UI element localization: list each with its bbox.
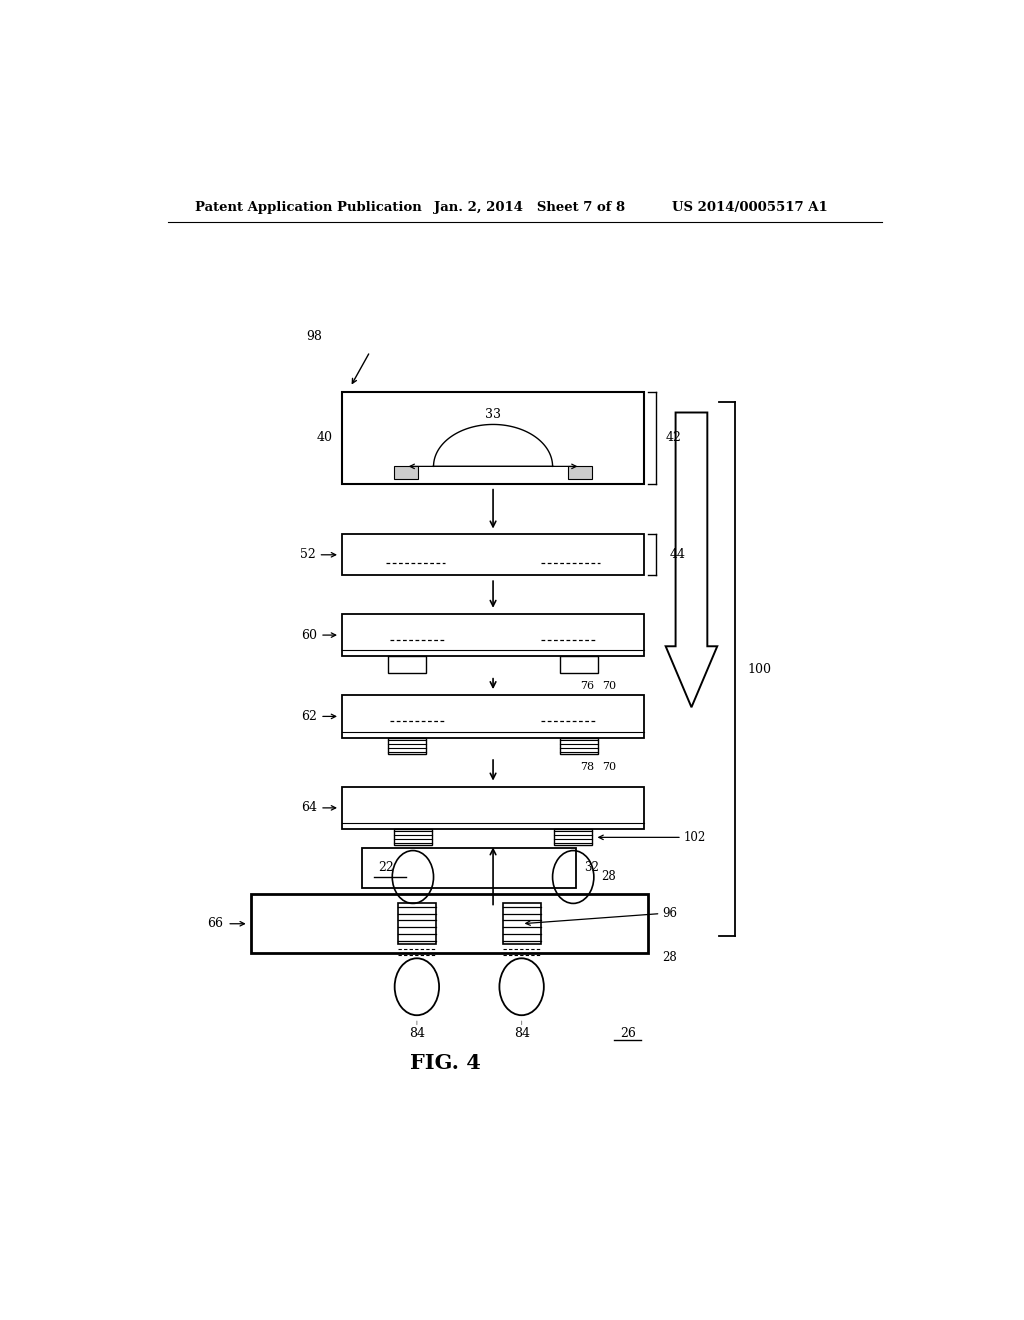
Text: 33: 33 (485, 408, 501, 421)
Bar (503, 903, 541, 944)
Text: 76: 76 (580, 681, 594, 690)
Bar (568, 466, 592, 479)
Bar (388, 738, 426, 754)
Text: 28: 28 (601, 870, 615, 883)
Text: 84: 84 (409, 1027, 425, 1040)
Bar (560, 738, 598, 754)
FancyArrow shape (666, 412, 717, 708)
Bar (342, 787, 644, 829)
Text: 42: 42 (666, 432, 682, 445)
Text: 98: 98 (306, 330, 323, 343)
Bar (394, 829, 432, 846)
Text: 44: 44 (670, 548, 686, 561)
Bar (342, 614, 644, 656)
Text: 28: 28 (663, 950, 677, 964)
Bar (394, 466, 418, 479)
Bar (362, 847, 577, 888)
Bar (388, 656, 426, 673)
Bar (342, 535, 644, 576)
Bar (342, 392, 644, 483)
Text: US 2014/0005517 A1: US 2014/0005517 A1 (672, 201, 827, 214)
Text: 102: 102 (684, 830, 706, 843)
Text: 62: 62 (301, 710, 316, 723)
Text: 64: 64 (301, 801, 316, 814)
Text: Patent Application Publication: Patent Application Publication (196, 201, 422, 214)
Text: 26: 26 (620, 1027, 636, 1040)
Bar (560, 656, 598, 673)
Text: 96: 96 (663, 907, 677, 920)
Text: 70: 70 (602, 762, 615, 772)
Text: 40: 40 (316, 432, 333, 445)
Bar (397, 903, 436, 944)
Text: FIG. 4: FIG. 4 (410, 1053, 481, 1073)
Text: 32: 32 (585, 862, 599, 874)
Text: 84: 84 (514, 1027, 529, 1040)
Text: Jan. 2, 2014   Sheet 7 of 8: Jan. 2, 2014 Sheet 7 of 8 (433, 201, 625, 214)
Bar (251, 894, 648, 953)
Text: 52: 52 (300, 548, 315, 561)
Text: 60: 60 (301, 628, 316, 642)
Text: 22: 22 (378, 862, 394, 874)
Bar (342, 696, 644, 738)
Text: 100: 100 (748, 663, 771, 676)
Text: 66: 66 (207, 917, 223, 931)
Text: 70: 70 (602, 681, 615, 690)
Text: 78: 78 (580, 762, 594, 772)
Bar (554, 829, 592, 846)
